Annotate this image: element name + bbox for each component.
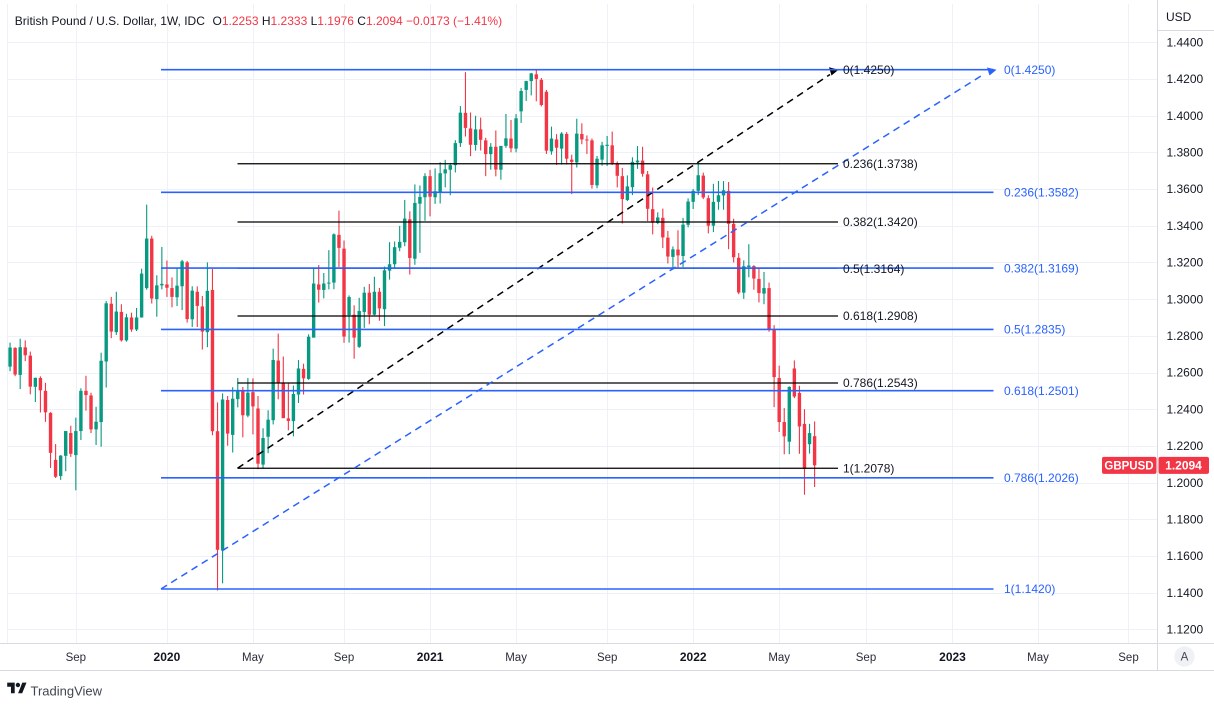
svg-text:Sep: Sep bbox=[334, 652, 354, 664]
svg-text:1.2400: 1.2400 bbox=[1167, 402, 1204, 416]
svg-text:0.382(1.3420): 0.382(1.3420) bbox=[843, 215, 918, 229]
svg-text:May: May bbox=[1027, 652, 1049, 664]
svg-text:1.1400: 1.1400 bbox=[1167, 586, 1204, 600]
svg-text:1.1200: 1.1200 bbox=[1167, 623, 1204, 637]
svg-text:1.2600: 1.2600 bbox=[1167, 366, 1204, 380]
svg-text:1.1800: 1.1800 bbox=[1167, 513, 1204, 527]
svg-text:Sep: Sep bbox=[597, 652, 617, 664]
svg-text:1.4000: 1.4000 bbox=[1167, 109, 1204, 123]
svg-text:1.1600: 1.1600 bbox=[1167, 549, 1204, 563]
svg-text:1.3800: 1.3800 bbox=[1167, 146, 1204, 160]
svg-text:0.618(1.2501): 0.618(1.2501) bbox=[1004, 384, 1079, 398]
svg-text:0.382(1.3169): 0.382(1.3169) bbox=[1004, 261, 1079, 275]
svg-text:0.5(1.3164): 0.5(1.3164) bbox=[843, 262, 904, 276]
svg-text:Sep: Sep bbox=[1118, 652, 1138, 664]
svg-text:May: May bbox=[242, 652, 264, 664]
svg-text:1.2200: 1.2200 bbox=[1167, 439, 1204, 453]
svg-text:0.786(1.2026): 0.786(1.2026) bbox=[1004, 471, 1079, 485]
svg-text:0.618(1.2908): 0.618(1.2908) bbox=[843, 309, 918, 323]
svg-text:A: A bbox=[1181, 652, 1189, 664]
svg-text:USD: USD bbox=[1166, 10, 1192, 24]
svg-text:1.2000: 1.2000 bbox=[1167, 476, 1204, 490]
svg-text:1.3000: 1.3000 bbox=[1167, 292, 1204, 306]
svg-text:GBPUSD: GBPUSD bbox=[1104, 460, 1153, 472]
svg-text:2023: 2023 bbox=[939, 650, 966, 664]
svg-text:1.2094: 1.2094 bbox=[1165, 459, 1202, 473]
svg-text:0.786(1.2543): 0.786(1.2543) bbox=[843, 376, 918, 390]
svg-text:May: May bbox=[505, 652, 527, 664]
svg-text:2020: 2020 bbox=[154, 650, 181, 664]
svg-text:1(1.1420): 1(1.1420) bbox=[1004, 582, 1055, 596]
svg-text:British Pound / U.S. Dollar, 1: British Pound / U.S. Dollar, 1W, IDC bbox=[15, 14, 205, 28]
svg-text:0.236(1.3738): 0.236(1.3738) bbox=[843, 157, 918, 171]
svg-text:O1.2253 H1.2333 L1.1976 C1.209: O1.2253 H1.2333 L1.1976 C1.2094 −0.0173 … bbox=[213, 14, 503, 28]
svg-text:1(1.2078): 1(1.2078) bbox=[843, 462, 894, 476]
svg-text:1.2800: 1.2800 bbox=[1167, 329, 1204, 343]
svg-text:Sep: Sep bbox=[66, 652, 86, 664]
svg-text:0(1.4250): 0(1.4250) bbox=[843, 63, 894, 77]
svg-text:1.3400: 1.3400 bbox=[1167, 219, 1204, 233]
svg-text:2022: 2022 bbox=[680, 650, 707, 664]
svg-text:1.3200: 1.3200 bbox=[1167, 256, 1204, 270]
svg-text:2021: 2021 bbox=[417, 650, 444, 664]
svg-text:1.4400: 1.4400 bbox=[1167, 35, 1204, 49]
svg-text:May: May bbox=[768, 652, 790, 664]
svg-text:TradingView: TradingView bbox=[31, 684, 103, 699]
svg-text:0.5(1.2835): 0.5(1.2835) bbox=[1004, 323, 1065, 337]
svg-text:Sep: Sep bbox=[856, 652, 876, 664]
svg-text:1.4200: 1.4200 bbox=[1167, 72, 1204, 86]
svg-text:0(1.4250): 0(1.4250) bbox=[1004, 63, 1055, 77]
svg-text:0.236(1.3582): 0.236(1.3582) bbox=[1004, 186, 1079, 200]
svg-text:1.3600: 1.3600 bbox=[1167, 182, 1204, 196]
